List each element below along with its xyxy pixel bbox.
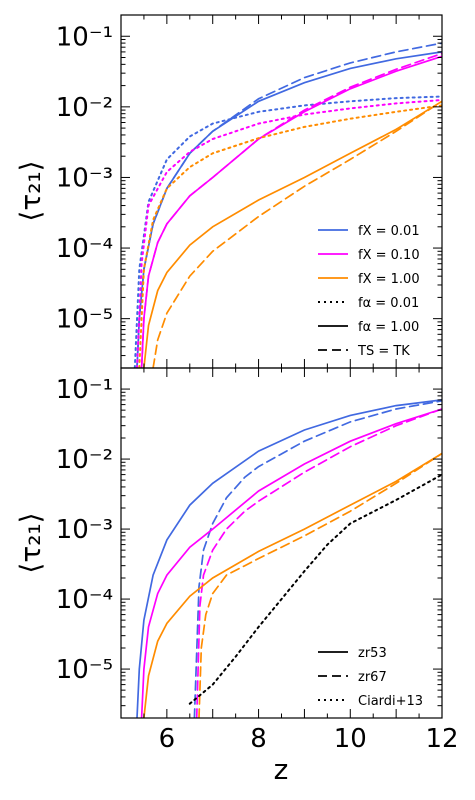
bot-ytick-label: 10⁻³ — [56, 515, 113, 545]
top-legend-label-4: fα = 1.00 — [358, 320, 419, 335]
top-ytick-label: 10⁻² — [56, 93, 113, 123]
top-y-ticks: 10⁻¹ 10⁻² 10⁻³ 10⁻⁴ 10⁻⁵ — [56, 14, 442, 369]
bottom-series-group — [136, 399, 442, 718]
top-series-line-6 — [143, 100, 442, 368]
top-legend-label-0: fX = 0.01 — [358, 224, 420, 239]
x-axis-label: z — [274, 753, 289, 786]
bottom-legend: zr53 zr67 Ciardi+13 — [318, 646, 423, 709]
bot-series-line-1 — [193, 399, 442, 718]
top-ytick-label: 10⁻⁵ — [56, 305, 113, 335]
top-legend-label-2: fX = 1.00 — [358, 272, 420, 287]
bot-series-line-2 — [140, 408, 442, 718]
bot-legend-label-2: Ciardi+13 — [358, 694, 423, 709]
top-legend-label-5: TS = TK — [357, 344, 410, 359]
bottom-y-axis-label: ⟨τ₂₁⟩ — [14, 512, 47, 573]
bot-legend-label-1: zr67 — [358, 670, 387, 685]
top-series-group — [133, 42, 442, 368]
top-ytick-label: 10⁻³ — [56, 163, 113, 193]
bot-xtick-label: 12 — [425, 724, 458, 754]
bot-xtick-label: 6 — [159, 724, 176, 754]
bot-ytick-label: 10⁻² — [56, 445, 113, 475]
top-series-line-5 — [136, 99, 442, 368]
top-series-line-7 — [152, 100, 442, 368]
bot-series-line-0 — [136, 399, 442, 718]
bot-series-line-6 — [188, 473, 442, 705]
bot-series-line-3 — [195, 408, 442, 718]
top-series-line-4 — [140, 52, 442, 368]
bot-legend-label-0: zr53 — [358, 646, 387, 661]
top-ytick-label: 10⁻¹ — [56, 22, 113, 52]
bottom-panel: 10⁻¹ 10⁻² 10⁻³ 10⁻⁴ 10⁻⁵ 6 8 10 12 ⟨τ₂₁⟩ z zr53… — [14, 367, 459, 786]
bot-series-line-4 — [143, 452, 442, 718]
top-x-ticks — [120, 15, 443, 368]
top-ytick-label: 10⁻⁴ — [56, 234, 113, 264]
bot-xtick-label: 8 — [250, 724, 267, 754]
bottom-axes-frame — [120, 367, 443, 719]
top-legend: fX = 0.01 fX = 0.10 fX = 1.00 fα = 0.01 fα =… — [318, 224, 420, 359]
top-axes-frame — [120, 14, 443, 369]
top-legend-label-1: fX = 0.10 — [358, 248, 420, 263]
bot-series-line-5 — [198, 452, 442, 718]
top-series-line-8 — [138, 104, 442, 368]
top-legend-label-3: fα = 0.01 — [358, 296, 419, 311]
bot-ytick-label: 10⁻¹ — [56, 375, 113, 405]
bot-ytick-label: 10⁻⁴ — [56, 585, 113, 615]
bottom-x-ticks: 6 8 10 12 — [120, 368, 459, 754]
bot-ytick-label: 10⁻⁵ — [56, 655, 113, 685]
top-y-axis-label: ⟨τ₂₁⟩ — [14, 160, 47, 221]
bot-xtick-label: 10 — [334, 724, 367, 754]
bottom-y-ticks: 10⁻¹ 10⁻² 10⁻³ 10⁻⁴ 10⁻⁵ — [56, 367, 442, 719]
